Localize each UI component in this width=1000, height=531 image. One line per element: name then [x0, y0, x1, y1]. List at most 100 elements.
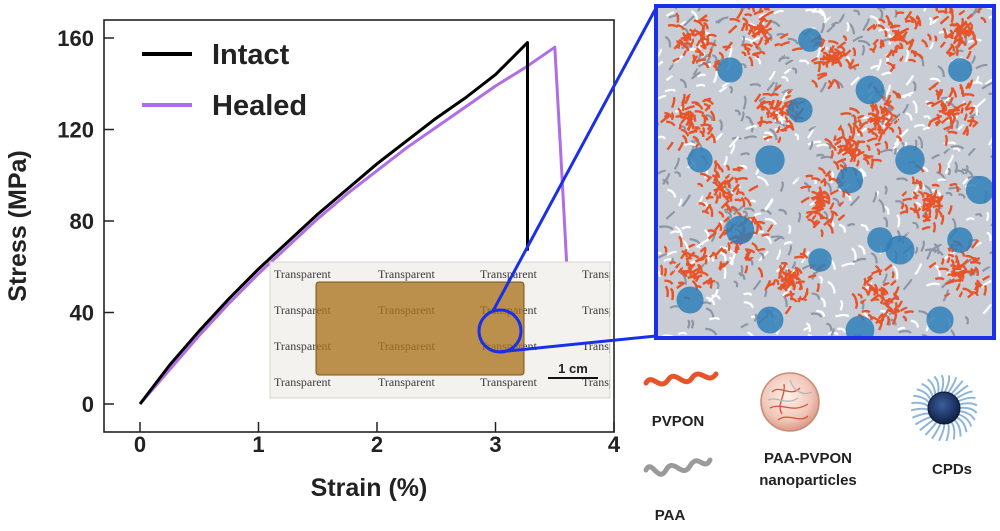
pvpon-strand	[787, 89, 794, 95]
polymer-strand	[831, 21, 840, 27]
pvpon-strand	[723, 202, 733, 213]
polymer-strand	[743, 135, 758, 140]
polymer-strand	[662, 179, 669, 185]
polymer-strand	[723, 155, 728, 166]
polymer-strand	[749, 83, 762, 88]
pvpon-strand	[890, 296, 898, 302]
polymer-strand	[679, 271, 687, 285]
pvpon-strand	[758, 17, 766, 26]
pvpon-strand	[707, 229, 716, 233]
polymer-strand	[745, 125, 758, 131]
stress-strain-chart: 0 40 80 120 160 0 1 2 3 4 Stress (MPa) Strain (%…	[4, 19, 621, 502]
pvpon-strand	[829, 47, 834, 54]
polymer-strand	[657, 135, 666, 140]
pvpon-strand	[934, 6, 939, 12]
pvpon-strand	[962, 287, 973, 294]
pvpon-strand	[837, 144, 849, 149]
pvpon-strand	[944, 134, 948, 147]
pvpon-strand	[867, 313, 873, 321]
pvpon-strand	[869, 104, 875, 112]
pvpon-strand	[703, 21, 709, 30]
pvpon-strand	[736, 176, 749, 181]
pvpon-strand	[743, 44, 751, 56]
pvpon-strand	[856, 140, 866, 145]
pvpon-strand	[909, 38, 914, 47]
polymer-strand	[669, 305, 679, 309]
polymer-strand	[972, 104, 978, 116]
pvpon-strand	[872, 43, 877, 51]
pvpon-strand	[761, 27, 772, 35]
pvpon-strand	[872, 23, 878, 31]
pvpon-strand	[827, 173, 832, 182]
polymer-strand	[667, 188, 677, 198]
polymer-strand	[879, 8, 884, 19]
polymer-strand	[767, 20, 781, 28]
pvpon-strand	[815, 189, 822, 197]
pvpon-strand	[946, 35, 954, 40]
pvpon-strand	[892, 90, 900, 99]
pvpon-strand	[960, 106, 964, 114]
pvpon-strand	[871, 269, 883, 275]
polymer-strand	[897, 326, 906, 331]
pvpon-strand	[880, 291, 884, 300]
pvpon-strand	[706, 191, 712, 200]
pvpon-strand	[896, 135, 903, 142]
pvpon-strand	[950, 12, 954, 23]
polymer-strand	[945, 191, 953, 197]
pvpon-strand	[943, 126, 952, 131]
polymer-strand	[952, 147, 961, 152]
transparent-film	[315, 281, 525, 376]
pvpon-strand	[898, 55, 904, 62]
pvpon-strand	[694, 110, 705, 115]
pvpon-strand	[969, 260, 982, 265]
pvpon-strand	[895, 11, 905, 15]
polymer-strand	[692, 67, 698, 76]
pvpon-strand	[893, 38, 902, 42]
pvpon-strand	[818, 202, 824, 209]
polymer-strand	[922, 126, 931, 131]
pvpon-strand	[947, 253, 955, 258]
polymer-strand	[976, 98, 986, 108]
pvpon-strand	[843, 49, 852, 57]
inset-printed-word: Transparent	[480, 267, 538, 281]
polymer-strand	[752, 279, 762, 291]
pvpon-strand	[832, 160, 840, 170]
pvpon-strand	[700, 44, 706, 50]
pvpon-strand	[747, 23, 754, 31]
pvpon-strand	[852, 123, 861, 134]
inset-printed-word: Transparent	[274, 375, 332, 389]
pvpon-strand	[897, 126, 902, 135]
pvpon-strand	[769, 110, 776, 118]
polymer-strand	[679, 78, 687, 88]
polymer-strand	[870, 64, 880, 70]
inset-printed-word: Transparent	[274, 267, 332, 281]
pvpon-strand	[818, 166, 827, 175]
pvpon-strand	[921, 206, 930, 212]
pvpon-strand	[902, 315, 908, 322]
pvpon-strand	[926, 101, 935, 106]
pvpon-strand	[963, 112, 968, 122]
pvpon-strand	[714, 194, 719, 204]
pvpon-strand	[702, 61, 710, 69]
pvpon-strand	[701, 37, 709, 41]
pvpon-strand	[832, 134, 837, 142]
polymer-strand	[787, 244, 793, 256]
pvpon-strand	[935, 120, 942, 127]
pvpon-strand	[822, 177, 827, 187]
pvpon-strand	[706, 279, 716, 286]
pvpon-strand	[677, 266, 684, 274]
pvpon-strand	[921, 38, 929, 48]
pvpon-strand	[779, 108, 784, 117]
pvpon-strand	[932, 221, 936, 233]
pvpon-strand	[713, 188, 721, 192]
pvpon-strand	[748, 55, 754, 67]
pvpon-strand	[833, 78, 841, 89]
pvpon-strand	[752, 41, 760, 50]
cpd-particle	[845, 315, 875, 338]
pvpon-strand	[680, 36, 691, 40]
polymer-strand	[858, 244, 866, 255]
pvpon-strand	[764, 280, 772, 291]
pvpon-strand	[938, 162, 942, 174]
pvpon-strand	[695, 39, 701, 47]
pvpon-strand	[811, 213, 817, 221]
